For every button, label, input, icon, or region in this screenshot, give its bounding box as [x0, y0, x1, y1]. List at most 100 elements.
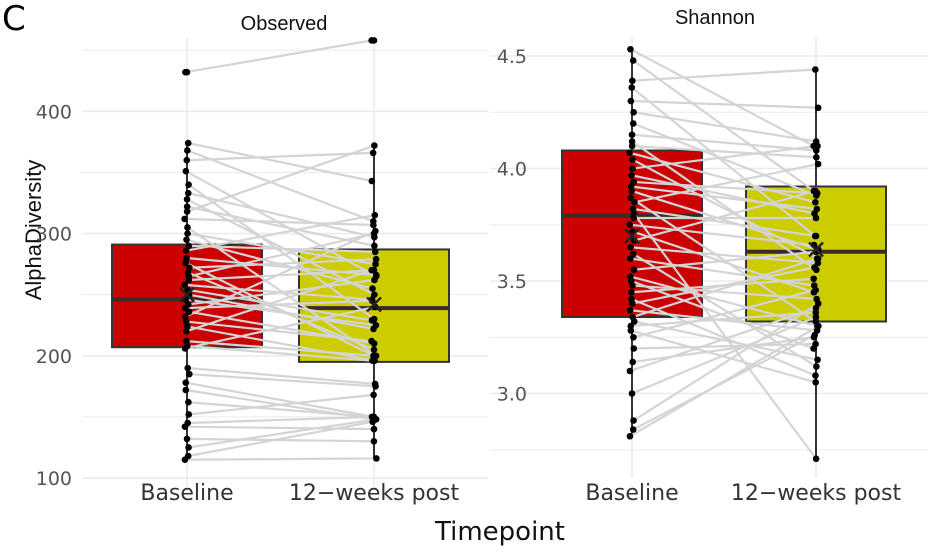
point-baseline — [630, 345, 638, 352]
point-baseline — [627, 97, 635, 105]
point-post — [369, 418, 376, 426]
paired-line — [632, 144, 817, 159]
point-post — [372, 255, 380, 263]
point-baseline — [184, 224, 191, 231]
point-baseline — [628, 84, 636, 91]
point-post — [368, 177, 376, 185]
paired-line — [632, 253, 817, 368]
paired-line — [631, 185, 817, 211]
paired-line — [634, 320, 818, 361]
point-baseline — [181, 281, 189, 289]
point-baseline — [182, 247, 190, 254]
paired-line — [631, 315, 817, 395]
point-post — [812, 214, 820, 222]
point-baseline — [183, 328, 190, 335]
point-post — [812, 455, 820, 463]
paired-line — [631, 86, 816, 237]
outlier-point — [370, 37, 378, 44]
paired-line — [631, 133, 817, 152]
point-post — [372, 383, 379, 390]
point-post — [368, 266, 375, 274]
point-baseline — [629, 282, 636, 289]
point-post — [372, 260, 379, 268]
paired-line — [187, 344, 373, 362]
paired-line — [630, 311, 816, 328]
paired-line — [188, 393, 374, 416]
point-baseline — [185, 411, 193, 418]
point-post — [812, 313, 820, 321]
paired-line — [632, 68, 816, 82]
point-baseline — [629, 165, 636, 172]
point-baseline — [627, 327, 635, 334]
paired-line — [630, 246, 818, 265]
point-post — [812, 198, 819, 206]
point-baseline — [184, 139, 192, 147]
point-post — [813, 255, 821, 262]
point-baseline — [626, 432, 634, 440]
point-post — [369, 357, 376, 364]
y-tick-label: 300 — [36, 224, 72, 246]
point-baseline — [184, 323, 191, 330]
y-tick-label: 3.5 — [497, 271, 527, 293]
paired-line — [185, 381, 375, 418]
point-post — [813, 205, 821, 213]
point-baseline — [182, 386, 190, 394]
point-baseline — [626, 221, 634, 229]
point-baseline — [181, 215, 188, 223]
point-baseline — [183, 435, 191, 443]
paired-line — [186, 144, 375, 213]
shannon-panel: 3.0 3.5 4.0 4.5 Baseline 12−weeks post Shannon — [490, 7, 928, 506]
point-post — [812, 187, 819, 195]
x-tick-label: Baseline — [140, 481, 233, 506]
x-tick-label: 12−weeks post — [731, 481, 902, 506]
paired-line — [186, 437, 374, 443]
paired-line — [633, 180, 818, 195]
point-post — [814, 300, 822, 307]
y-tick-label: 4.0 — [497, 159, 527, 181]
paired-line — [633, 111, 817, 143]
outlier-point — [183, 68, 191, 76]
point-baseline — [628, 288, 635, 296]
paired-line — [186, 320, 372, 343]
point-post — [814, 160, 822, 168]
paired-line — [629, 325, 819, 438]
point-baseline — [628, 390, 636, 397]
point-baseline — [185, 398, 192, 406]
paired-line — [185, 298, 377, 327]
paired-line — [184, 425, 375, 431]
paired-line — [631, 189, 819, 251]
panel-title: Observed — [241, 13, 328, 35]
point-post — [370, 221, 377, 229]
point-post — [369, 285, 376, 292]
paired-line — [188, 418, 377, 449]
point-post — [811, 331, 818, 339]
point-baseline — [183, 208, 191, 215]
paired-line — [629, 151, 816, 204]
point-baseline — [184, 364, 191, 372]
point-post — [812, 372, 819, 379]
point-post — [372, 321, 380, 329]
paired-line — [631, 297, 816, 377]
point-baseline — [185, 444, 192, 451]
point-baseline — [629, 120, 637, 127]
point-post — [812, 66, 819, 73]
paired-line — [184, 217, 374, 227]
point-baseline — [628, 142, 636, 150]
point-baseline — [184, 230, 191, 237]
paired-line — [632, 257, 818, 319]
point-baseline — [629, 77, 636, 85]
point-baseline — [631, 198, 638, 206]
paired-line — [186, 151, 374, 162]
point-post — [814, 104, 822, 112]
paired-line — [631, 140, 818, 271]
point-post — [811, 264, 818, 271]
paired-line — [634, 162, 819, 204]
paired-line — [186, 214, 376, 252]
point-baseline — [186, 370, 193, 378]
point-baseline — [182, 167, 190, 175]
point-baseline — [183, 236, 190, 243]
point-baseline — [183, 196, 191, 203]
point-post — [371, 291, 378, 298]
mean-marker — [624, 228, 640, 244]
